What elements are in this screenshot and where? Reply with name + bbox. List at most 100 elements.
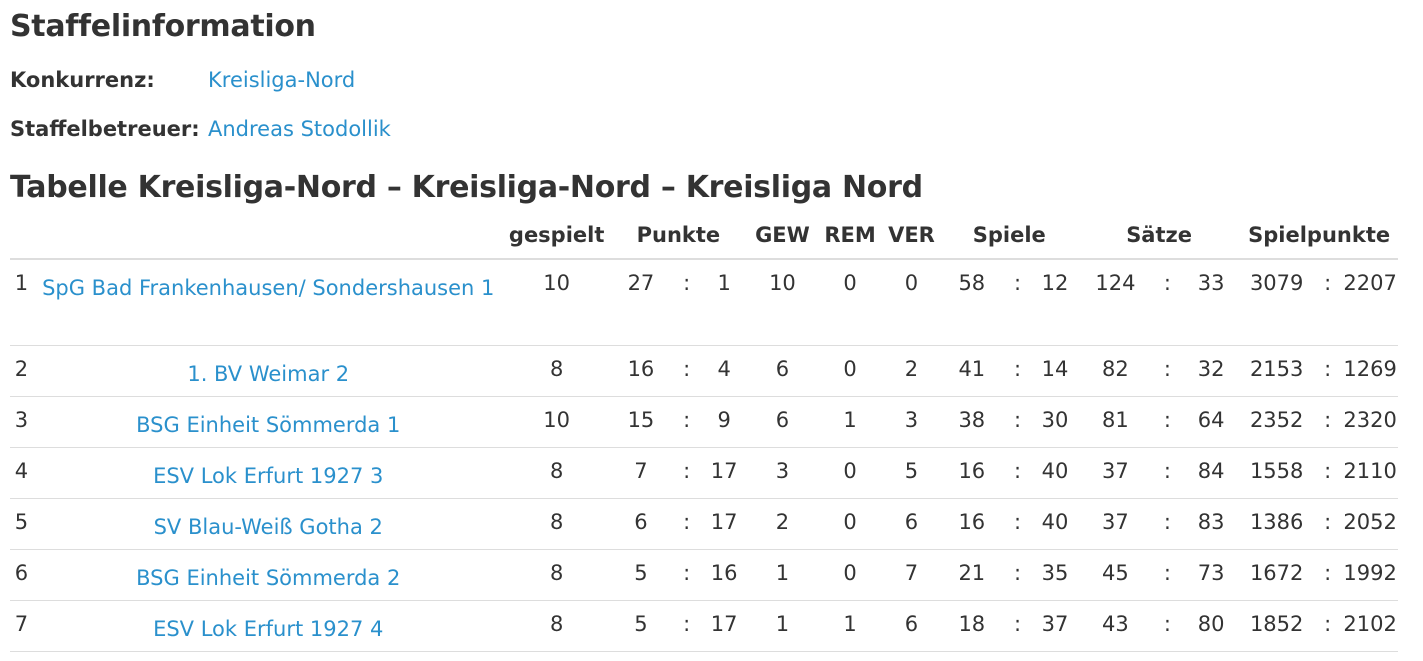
cell-ver: 5 bbox=[882, 447, 941, 499]
cell-sep: : bbox=[672, 447, 702, 499]
col-gew: GEW bbox=[747, 212, 818, 260]
cell-saetze-minus: 33 bbox=[1181, 259, 1241, 346]
table-title: Tabelle Kreisliga-Nord – Kreisliga-Nord … bbox=[10, 170, 923, 205]
cell-spiele-minus: 35 bbox=[1032, 549, 1078, 601]
cell-sep: : bbox=[1003, 345, 1033, 397]
cell-spielpunkte-plus: 3079 bbox=[1240, 259, 1314, 346]
cell-spiele-minus: 30 bbox=[1032, 396, 1078, 448]
cell-saetze-minus: 64 bbox=[1181, 396, 1241, 448]
team-link[interactable]: ESV Lok Erfurt 1927 4 bbox=[153, 617, 384, 641]
cell-ver: 0 bbox=[882, 259, 941, 346]
cell-ver: 6 bbox=[882, 600, 941, 652]
col-spiele: Spiele bbox=[940, 212, 1078, 260]
cell-ver: 6 bbox=[882, 498, 941, 550]
cell-spielpunkte-plus: 1558 bbox=[1240, 447, 1314, 499]
cell-sep: : bbox=[1152, 447, 1182, 499]
cell-rem: 1 bbox=[817, 396, 883, 448]
cell-saetze-plus: 82 bbox=[1077, 345, 1153, 397]
cell-punkte-minus: 4 bbox=[701, 345, 748, 397]
cell-sep: : bbox=[672, 549, 702, 601]
col-gespielt: gespielt bbox=[503, 212, 610, 260]
cell-gespielt: 8 bbox=[503, 447, 610, 499]
cell-saetze-minus: 32 bbox=[1181, 345, 1241, 397]
cell-gespielt: 10 bbox=[503, 259, 610, 346]
cell-sep: : bbox=[672, 345, 702, 397]
cell-gew: 6 bbox=[747, 345, 818, 397]
cell-team: ESV Lok Erfurt 1927 3 bbox=[32, 447, 504, 499]
cell-spiele-plus: 16 bbox=[940, 498, 1004, 550]
table-row: 5 SV Blau-Weiß Gotha 2 8 6 : 17 2 0 6 16… bbox=[10, 498, 1398, 550]
cell-pos: 4 bbox=[10, 447, 33, 499]
cell-team: BSG Einheit Sömmerda 2 bbox=[32, 549, 504, 601]
team-link[interactable]: BSG Einheit Sömmerda 1 bbox=[136, 413, 401, 437]
cell-punkte-plus: 15 bbox=[609, 396, 673, 448]
cell-pos: 5 bbox=[10, 498, 33, 550]
cell-sep: : bbox=[1003, 259, 1033, 346]
cell-rem: 0 bbox=[817, 549, 883, 601]
cell-punkte-minus: 17 bbox=[701, 447, 748, 499]
cell-spielpunkte-plus: 1386 bbox=[1240, 498, 1314, 550]
cell-pos: 3 bbox=[10, 396, 33, 448]
team-link[interactable]: ESV Lok Erfurt 1927 3 bbox=[153, 464, 384, 488]
cell-pos: 2 bbox=[10, 345, 33, 397]
cell-punkte-minus: 16 bbox=[701, 549, 748, 601]
standings-table: gespielt Punkte GEW REM VER Spiele Sätze… bbox=[10, 212, 1398, 652]
staffelbetreuer-link[interactable]: Andreas Stodollik bbox=[208, 117, 391, 141]
cell-saetze-plus: 37 bbox=[1077, 447, 1153, 499]
cell-spiele-plus: 21 bbox=[940, 549, 1004, 601]
cell-spielpunkte-minus: 2110 bbox=[1342, 447, 1398, 499]
konkurrenz-label: Konkurrenz: bbox=[10, 68, 155, 92]
table-row: 1 SpG Bad Frankenhausen/ Sondershausen 1… bbox=[10, 259, 1398, 346]
cell-spielpunkte-plus: 2352 bbox=[1240, 396, 1314, 448]
table-header-row: gespielt Punkte GEW REM VER Spiele Sätze… bbox=[10, 212, 1398, 260]
cell-spiele-plus: 16 bbox=[940, 447, 1004, 499]
cell-gespielt: 8 bbox=[503, 549, 610, 601]
cell-spiele-minus: 40 bbox=[1032, 447, 1078, 499]
cell-gew: 2 bbox=[747, 498, 818, 550]
cell-punkte-minus: 17 bbox=[701, 498, 748, 550]
cell-spielpunkte-minus: 2320 bbox=[1342, 396, 1398, 448]
cell-sep: : bbox=[672, 259, 702, 346]
cell-gew: 6 bbox=[747, 396, 818, 448]
cell-saetze-plus: 81 bbox=[1077, 396, 1153, 448]
cell-gew: 1 bbox=[747, 600, 818, 652]
cell-rem: 0 bbox=[817, 259, 883, 346]
cell-pos: 1 bbox=[10, 259, 33, 346]
cell-saetze-plus: 43 bbox=[1077, 600, 1153, 652]
col-spielpunkte: Spielpunkte bbox=[1240, 212, 1398, 260]
cell-punkte-plus: 16 bbox=[609, 345, 673, 397]
cell-saetze-plus: 45 bbox=[1077, 549, 1153, 601]
col-punkte: Punkte bbox=[609, 212, 748, 260]
team-link[interactable]: 1. BV Weimar 2 bbox=[187, 362, 350, 386]
cell-sep: : bbox=[1003, 498, 1033, 550]
cell-sep: : bbox=[1152, 345, 1182, 397]
team-link[interactable]: SV Blau-Weiß Gotha 2 bbox=[153, 515, 383, 539]
cell-sep: : bbox=[1313, 396, 1343, 448]
cell-gew: 1 bbox=[747, 549, 818, 601]
cell-gespielt: 8 bbox=[503, 498, 610, 550]
cell-spiele-plus: 41 bbox=[940, 345, 1004, 397]
cell-saetze-minus: 84 bbox=[1181, 447, 1241, 499]
cell-rem: 1 bbox=[817, 600, 883, 652]
col-pos bbox=[10, 212, 33, 260]
cell-sep: : bbox=[672, 396, 702, 448]
cell-spielpunkte-minus: 2102 bbox=[1342, 600, 1398, 652]
cell-sep: : bbox=[1003, 600, 1033, 652]
konkurrenz-link[interactable]: Kreisliga-Nord bbox=[208, 68, 356, 92]
cell-spiele-minus: 12 bbox=[1032, 259, 1078, 346]
cell-team: ESV Lok Erfurt 1927 4 bbox=[32, 600, 504, 652]
cell-punkte-minus: 9 bbox=[701, 396, 748, 448]
cell-sep: : bbox=[1313, 259, 1343, 346]
cell-spiele-plus: 38 bbox=[940, 396, 1004, 448]
cell-spielpunkte-minus: 1992 bbox=[1342, 549, 1398, 601]
cell-spiele-minus: 40 bbox=[1032, 498, 1078, 550]
cell-spielpunkte-minus: 1269 bbox=[1342, 345, 1398, 397]
cell-rem: 0 bbox=[817, 447, 883, 499]
cell-sep: : bbox=[1152, 498, 1182, 550]
cell-ver: 2 bbox=[882, 345, 941, 397]
team-link[interactable]: SpG Bad Frankenhausen/ Sondershausen 1 bbox=[42, 276, 495, 300]
cell-sep: : bbox=[1313, 345, 1343, 397]
cell-team: SV Blau-Weiß Gotha 2 bbox=[32, 498, 504, 550]
team-link[interactable]: BSG Einheit Sömmerda 2 bbox=[136, 566, 401, 590]
col-saetze: Sätze bbox=[1077, 212, 1241, 260]
